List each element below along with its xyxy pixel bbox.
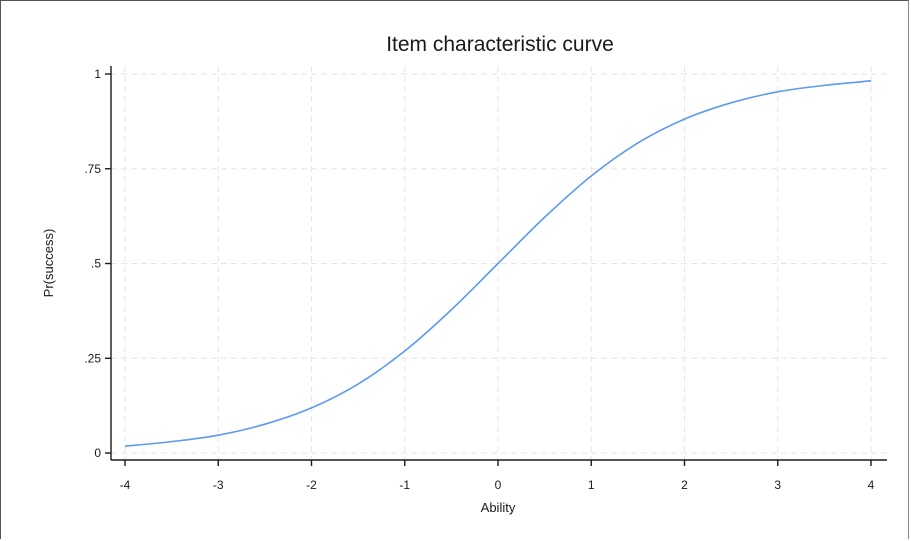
x-tick-label: 2 [681, 478, 688, 492]
x-tick-label: -2 [306, 478, 317, 492]
x-tick-label: -1 [399, 478, 410, 492]
x-axis-label: Ability [481, 500, 516, 515]
y-tick-label: 0 [94, 446, 101, 460]
axis-ticks: -4 -3 -2 -1 0 1 2 3 4 0 .25 .5 .75 1 [84, 67, 874, 492]
x-tick-label: 4 [868, 478, 875, 492]
x-tick-label: 0 [495, 478, 502, 492]
x-tick-label: -4 [120, 478, 131, 492]
y-axis-label: Pr(success) [41, 229, 56, 298]
y-tick-label: .25 [84, 351, 101, 365]
series-layer [124, 80, 872, 447]
y-tick-label: 1 [94, 67, 101, 81]
y-tick-label: .75 [84, 162, 101, 176]
x-tick-label: 3 [774, 478, 781, 492]
gridlines [111, 66, 887, 460]
chart-title: Item characteristic curve [386, 33, 614, 56]
x-tick-label: -3 [213, 478, 224, 492]
x-tick-label: 1 [588, 478, 595, 492]
series-line [124, 80, 872, 447]
y-tick-label: .5 [91, 257, 101, 271]
